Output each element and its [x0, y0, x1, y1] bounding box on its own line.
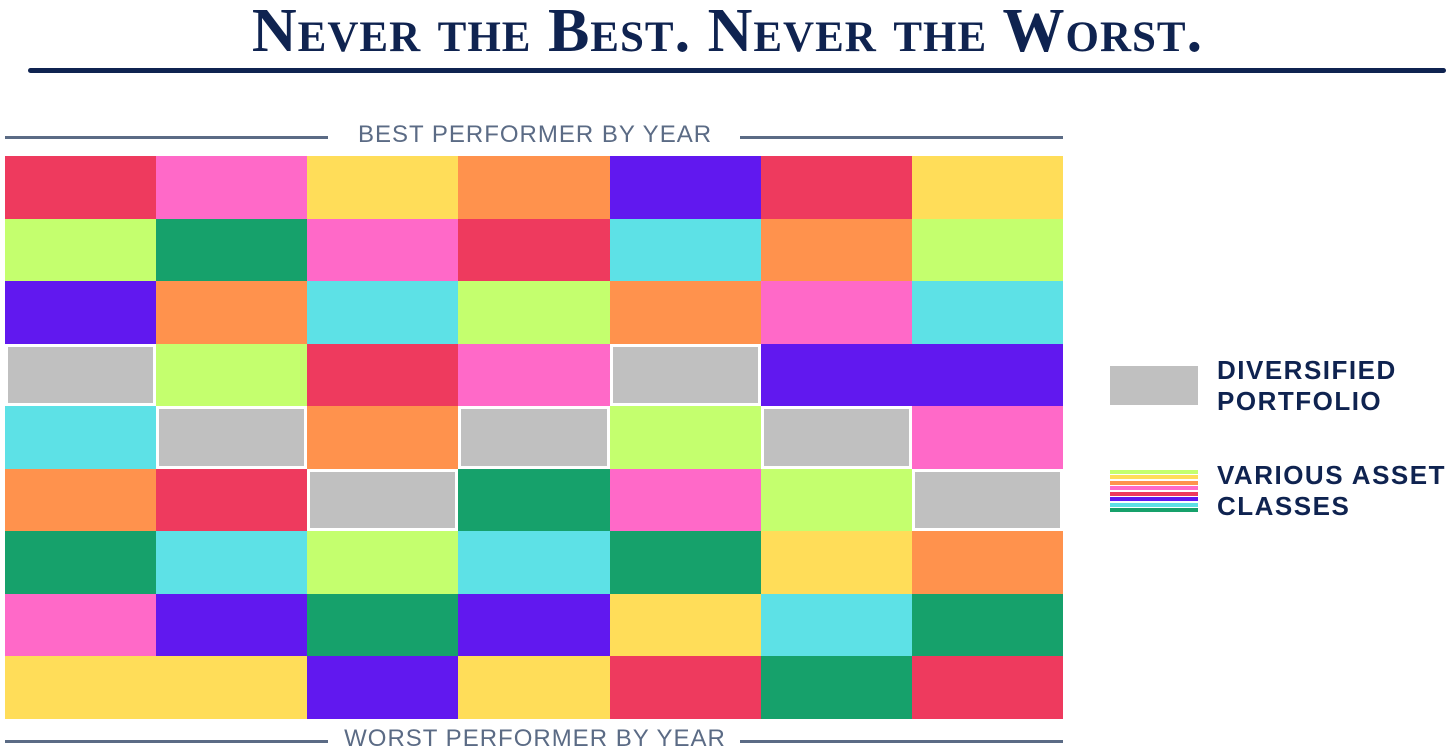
asset-cell-purple [458, 593, 610, 657]
legend-stripe-pink [1110, 486, 1198, 491]
asset-cell-green [307, 593, 459, 657]
asset-cell-purple [5, 281, 157, 344]
performance-grid [5, 156, 1063, 719]
asset-cell-cyan [911, 281, 1063, 344]
asset-cell-yellow [458, 656, 610, 719]
asset-cell-purple [307, 656, 459, 719]
legend-stripe-orange [1110, 480, 1198, 485]
asset-cell-yellow [5, 656, 157, 719]
legend-stripe-red [1110, 491, 1198, 496]
asset-cell-orange [307, 406, 459, 469]
title-underline [28, 68, 1446, 73]
asset-cell-pink [911, 406, 1063, 469]
bottom-axis-rule-left [5, 740, 328, 743]
bottom-axis-rule-right [740, 740, 1063, 743]
asset-cell-red [307, 343, 459, 407]
asset-cell-green [911, 593, 1063, 657]
portfolio-cell [156, 406, 308, 469]
worst-performer-label: WORST PERFORMER BY YEAR [344, 725, 726, 752]
legend-stripe-purple [1110, 497, 1198, 502]
asset-cell-cyan [156, 531, 308, 594]
asset-cell-purple [156, 593, 308, 657]
asset-cell-orange [5, 468, 157, 532]
asset-cell-purple [760, 343, 912, 407]
legend-assets-line-1: VARIOUS ASSET [1217, 460, 1446, 490]
legend-stripe-yellow [1110, 475, 1198, 480]
asset-cell-red [609, 656, 761, 719]
asset-cell-orange [609, 281, 761, 344]
asset-cell-lime [760, 468, 912, 532]
asset-cell-red [156, 468, 308, 532]
asset-cell-pink [5, 593, 157, 657]
portfolio-cell [911, 468, 1063, 532]
asset-cell-purple [911, 343, 1063, 407]
asset-cell-orange [156, 281, 308, 344]
legend-assets-swatch [1110, 470, 1198, 512]
legend-assets-line-2: CLASSES [1217, 491, 1351, 521]
portfolio-cell [5, 343, 157, 407]
portfolio-cell [458, 406, 610, 469]
asset-cell-cyan [307, 281, 459, 344]
asset-cell-lime [911, 218, 1063, 282]
asset-cell-lime [156, 343, 308, 407]
asset-cell-orange [911, 531, 1063, 594]
asset-cell-pink [760, 281, 912, 344]
legend-portfolio-line-1: DIVERSIFIED [1217, 355, 1397, 385]
portfolio-cell [307, 468, 459, 532]
legend-stripe-green [1110, 507, 1198, 512]
legend-portfolio-swatch [1110, 366, 1198, 405]
legend-assets-label: VARIOUS ASSET CLASSES [1217, 460, 1455, 522]
asset-cell-cyan [609, 218, 761, 282]
asset-cell-lime [609, 406, 761, 469]
portfolio-cell [609, 343, 761, 407]
top-axis-rule-left [5, 136, 328, 139]
asset-cell-orange [760, 218, 912, 282]
legend-stripe-cyan [1110, 502, 1198, 507]
portfolio-cell [760, 406, 912, 469]
asset-cell-yellow [307, 156, 459, 219]
asset-cell-green [156, 218, 308, 282]
top-axis-rule-right [740, 136, 1063, 139]
asset-cell-red [5, 156, 157, 219]
asset-cell-pink [458, 343, 610, 407]
asset-cell-cyan [760, 593, 912, 657]
asset-cell-yellow [760, 531, 912, 594]
legend-portfolio-line-2: PORTFOLIO [1217, 386, 1383, 416]
asset-cell-red [911, 656, 1063, 719]
legend-portfolio-label: DIVERSIFIED PORTFOLIO [1217, 355, 1455, 417]
asset-cell-green [458, 468, 610, 532]
asset-cell-green [5, 531, 157, 594]
asset-cell-lime [307, 531, 459, 594]
asset-cell-cyan [458, 531, 610, 594]
asset-cell-green [609, 531, 761, 594]
asset-cell-cyan [5, 406, 157, 469]
asset-cell-lime [5, 218, 157, 282]
asset-cell-red [458, 218, 610, 282]
asset-cell-pink [307, 218, 459, 282]
asset-cell-orange [458, 156, 610, 219]
asset-cell-yellow [609, 593, 761, 657]
asset-cell-green [760, 656, 912, 719]
asset-cell-pink [156, 156, 308, 219]
asset-cell-red [760, 156, 912, 219]
best-performer-label: BEST PERFORMER BY YEAR [357, 121, 713, 148]
asset-cell-lime [458, 281, 610, 344]
asset-cell-yellow [911, 156, 1063, 219]
legend-stripe-lime [1110, 470, 1198, 474]
asset-cell-purple [609, 156, 761, 219]
chart-title: Never the Best. Never the Worst. [251, 0, 1204, 65]
asset-cell-pink [609, 468, 761, 532]
asset-cell-yellow [156, 656, 308, 719]
